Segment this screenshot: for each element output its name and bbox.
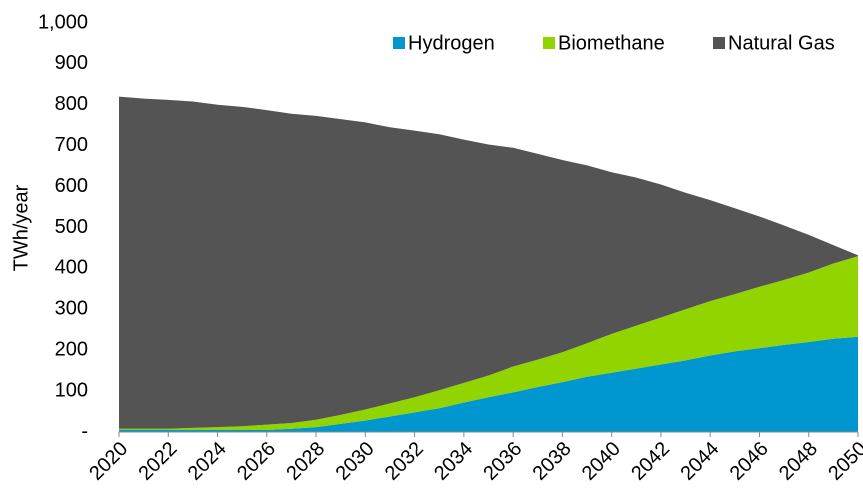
y-axis-label: TWh/year bbox=[10, 184, 32, 271]
x-tick-label: 2042 bbox=[627, 438, 674, 485]
legend-swatch bbox=[713, 37, 725, 49]
y-tick-label: 700 bbox=[55, 134, 88, 156]
area bbox=[119, 336, 858, 432]
legend-label: Hydrogen bbox=[408, 32, 495, 54]
y-tick-label: 300 bbox=[55, 298, 88, 320]
x-tick-label: 2050 bbox=[824, 438, 863, 485]
legend-swatch bbox=[543, 37, 555, 49]
y-tick-label: 200 bbox=[55, 338, 88, 360]
x-tick-label: 2046 bbox=[726, 438, 773, 485]
y-tick-label: 800 bbox=[55, 93, 88, 115]
x-tick-label: 2024 bbox=[184, 438, 231, 485]
legend-swatch bbox=[393, 37, 405, 49]
y-tick-label: - bbox=[81, 420, 88, 442]
y-tick-label: 400 bbox=[55, 257, 88, 279]
legend-label: Biomethane bbox=[558, 32, 665, 54]
y-tick-label: 1,000 bbox=[38, 11, 88, 33]
y-tick-label: 500 bbox=[55, 216, 88, 238]
x-tick-label: 2022 bbox=[135, 438, 182, 485]
x-tick-label: 2028 bbox=[282, 438, 329, 485]
x-tick-label: 2048 bbox=[775, 438, 822, 485]
area bbox=[119, 256, 858, 430]
legend-label: Natural Gas bbox=[728, 32, 835, 54]
x-tick-label: 2030 bbox=[332, 438, 379, 485]
x-tick-label: 2044 bbox=[676, 438, 723, 485]
y-tick-label: 600 bbox=[55, 175, 88, 197]
x-tick-label: 2040 bbox=[578, 438, 625, 485]
y-tick-label: 100 bbox=[55, 379, 88, 401]
x-tick-label: 2032 bbox=[381, 438, 428, 485]
x-tick-label: 2036 bbox=[479, 438, 526, 485]
x-tick-label: 2038 bbox=[529, 438, 576, 485]
x-tick-label: 2020 bbox=[85, 438, 132, 485]
area bbox=[119, 96, 858, 429]
x-tick-label: 2026 bbox=[233, 438, 280, 485]
x-tick-label: 2034 bbox=[430, 438, 477, 485]
y-tick-label: 900 bbox=[55, 52, 88, 74]
